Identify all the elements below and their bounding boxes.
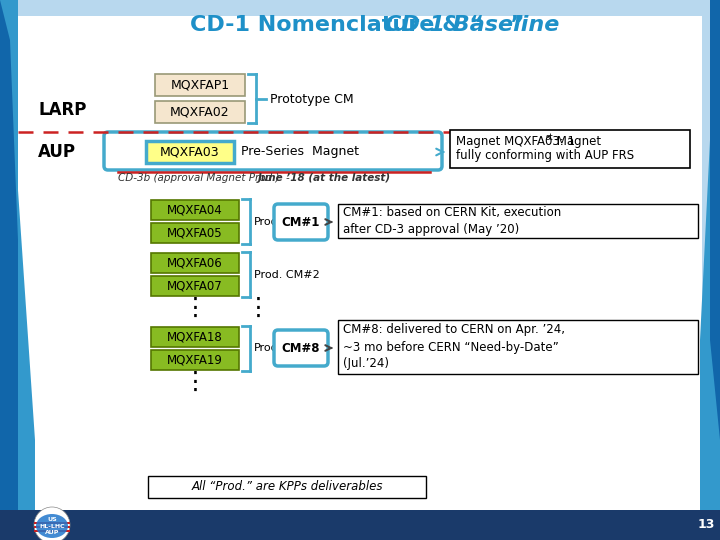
Text: CM#8: delivered to CERN on Apr. ’24,
~3 mo before CERN “Need-by-Date”
(Jul.’24): CM#8: delivered to CERN on Apr. ’24, ~3 … <box>343 323 565 370</box>
FancyBboxPatch shape <box>151 223 239 243</box>
Text: MQXFA18: MQXFA18 <box>167 330 223 343</box>
Text: Prod.: Prod. <box>254 343 282 353</box>
Text: ”: ” <box>510 15 525 35</box>
Text: AUP: AUP <box>38 143 76 161</box>
Text: All “Prod.” are KPPs deliverables: All “Prod.” are KPPs deliverables <box>192 481 383 494</box>
FancyBboxPatch shape <box>151 350 239 370</box>
Text: CM#8: CM#8 <box>282 341 320 354</box>
Text: MQXFA02: MQXFA02 <box>170 105 230 118</box>
FancyBboxPatch shape <box>274 204 328 240</box>
Text: Magnet MQXFA03: 1: Magnet MQXFA03: 1 <box>456 136 575 148</box>
Text: CM#1: CM#1 <box>282 215 320 228</box>
Text: MQXFA05: MQXFA05 <box>167 226 222 240</box>
Text: US
HL-LHC
AUP: US HL-LHC AUP <box>39 517 65 535</box>
Text: Prod. CM#2: Prod. CM#2 <box>254 270 320 280</box>
Text: CD-3b (approval Magnet Prod.)  -: CD-3b (approval Magnet Prod.) - <box>118 173 293 183</box>
Ellipse shape <box>36 514 68 538</box>
Polygon shape <box>0 0 18 540</box>
Bar <box>34 525 70 528</box>
FancyBboxPatch shape <box>274 330 328 366</box>
Text: LARP: LARP <box>38 101 86 119</box>
Text: MQXFA04: MQXFA04 <box>167 204 223 217</box>
Text: Prototype CM: Prototype CM <box>270 92 354 105</box>
Text: June ’18 (at the latest): June ’18 (at the latest) <box>258 173 391 183</box>
Text: ⋮: ⋮ <box>182 370 207 394</box>
Text: MQXFA03: MQXFA03 <box>160 145 220 159</box>
FancyBboxPatch shape <box>155 74 245 96</box>
Bar <box>0 510 720 540</box>
FancyBboxPatch shape <box>151 253 239 273</box>
Text: MQXFA19: MQXFA19 <box>167 354 223 367</box>
Polygon shape <box>710 0 720 440</box>
FancyBboxPatch shape <box>338 320 698 374</box>
Text: st: st <box>546 133 554 143</box>
Circle shape <box>34 507 70 540</box>
Text: Prod.: Prod. <box>254 217 282 227</box>
FancyBboxPatch shape <box>151 327 239 347</box>
FancyBboxPatch shape <box>155 101 245 123</box>
FancyBboxPatch shape <box>338 204 698 238</box>
FancyBboxPatch shape <box>151 200 239 220</box>
Text: CM#1: based on CERN Kit, execution
after CD-3 approval (May ’20): CM#1: based on CERN Kit, execution after… <box>343 206 562 236</box>
Text: Magnet: Magnet <box>553 136 601 148</box>
Text: ⋮: ⋮ <box>246 296 271 320</box>
Text: MQXFA07: MQXFA07 <box>167 280 223 293</box>
FancyBboxPatch shape <box>450 130 690 168</box>
Text: Pre-Series  Magnet: Pre-Series Magnet <box>241 145 359 159</box>
FancyBboxPatch shape <box>148 476 426 498</box>
Text: 13: 13 <box>697 518 715 531</box>
Text: CD-1 Baseline: CD-1 Baseline <box>385 15 559 35</box>
FancyBboxPatch shape <box>146 141 234 163</box>
Text: fully conforming with AUP FRS: fully conforming with AUP FRS <box>456 150 634 163</box>
Text: MQXFAP1: MQXFAP1 <box>171 78 230 91</box>
Text: ⋮: ⋮ <box>182 296 207 320</box>
Text: MQXFA06: MQXFA06 <box>167 256 223 269</box>
Polygon shape <box>0 0 35 540</box>
Text: CD-1 Nomenclature & “: CD-1 Nomenclature & “ <box>190 15 484 35</box>
FancyBboxPatch shape <box>151 276 239 296</box>
Polygon shape <box>700 0 720 540</box>
Bar <box>34 530 70 532</box>
Bar <box>34 522 70 524</box>
